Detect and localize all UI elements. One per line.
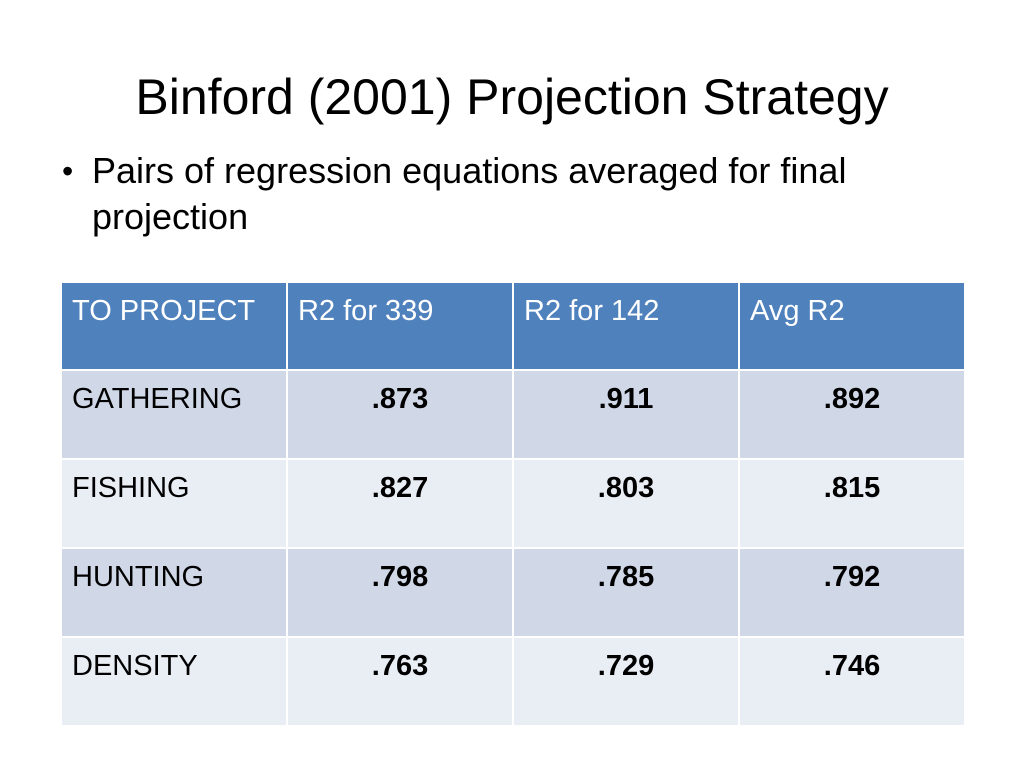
r2-142-value: .785: [512, 547, 740, 638]
table-row: GATHERING .873 .911 .892: [60, 369, 966, 460]
avg-r2-value: .746: [738, 636, 966, 727]
table-row: DENSITY .763 .729 .746: [60, 636, 966, 727]
bullet-dot-icon: •: [62, 153, 74, 189]
table-row: HUNTING .798 .785 .792: [60, 547, 966, 638]
r2-142-value: .729: [512, 636, 740, 727]
slide-title: Binford (2001) Projection Strategy: [135, 69, 889, 125]
avg-r2-value: .892: [738, 369, 966, 460]
row-label: DENSITY: [60, 636, 288, 727]
header-r2-339: R2 for 339: [286, 281, 514, 371]
r2-339-value: .827: [286, 458, 514, 549]
avg-r2-value: .815: [738, 458, 966, 549]
header-r2-142: R2 for 142: [512, 281, 740, 371]
r2-339-value: .873: [286, 369, 514, 460]
bullet-item: • Pairs of regression equations averaged…: [62, 148, 922, 240]
row-label: FISHING: [60, 458, 288, 549]
r2-339-value: .763: [286, 636, 514, 727]
bullet-list: • Pairs of regression equations averaged…: [62, 148, 922, 240]
row-label: GATHERING: [60, 369, 288, 460]
r2-142-value: .803: [512, 458, 740, 549]
table-header-row: TO PROJECT R2 for 339 R2 for 142 Avg R2: [60, 281, 966, 371]
header-to-project: TO PROJECT: [60, 281, 288, 371]
r2-table: TO PROJECT R2 for 339 R2 for 142 Avg R2 …: [60, 281, 966, 727]
bullet-text: Pairs of regression equations averaged f…: [92, 150, 847, 237]
r2-142-value: .911: [512, 369, 740, 460]
table-row: FISHING .827 .803 .815: [60, 458, 966, 549]
r2-339-value: .798: [286, 547, 514, 638]
header-avg-r2: Avg R2: [738, 281, 966, 371]
avg-r2-value: .792: [738, 547, 966, 638]
row-label: HUNTING: [60, 547, 288, 638]
